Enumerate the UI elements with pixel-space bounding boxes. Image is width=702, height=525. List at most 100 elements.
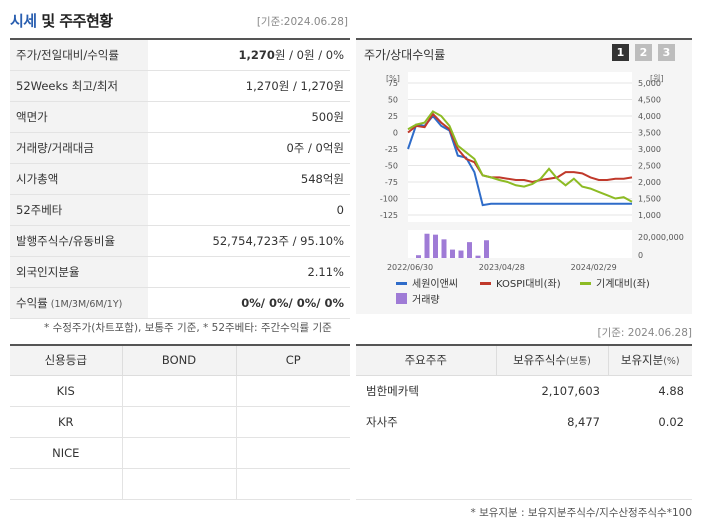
series-line-0 [407,114,632,207]
chart-tab-3[interactable]: 3 [658,44,675,61]
footnote-left: * 수정주가(차트포함), 보통주 기준, * 52주베타: 주간수익률 기준 [44,322,332,334]
volume-bar [416,255,421,258]
legend-label-machinery: 기계대비(좌) [596,278,650,290]
right-tick-label: 1,000 [638,211,661,220]
volume-bar [433,234,438,258]
row-value: 0 [148,194,350,226]
legend-label-kospi: KOSPI대비(좌) [496,278,561,290]
cp-cell [236,375,350,407]
right-tick-label: 1,500 [638,195,661,204]
table-row: KR [10,406,350,438]
row-value: 548억원 [148,163,350,195]
table-row: 52주베타 0 [10,194,350,226]
row-label: 발행주식수/유동비율 [10,225,148,257]
left-tick-label: -25 [385,145,398,154]
column-header: CP [236,345,350,376]
left-tick-label: 75 [388,79,398,88]
bond-cell [122,406,237,438]
left-tick-label: 0 [393,129,398,138]
empty-cell [608,437,692,468]
series-line-2 [407,110,633,203]
shareholder-table: 주요주주 보유주식수(보통) 보유지분(%) 범한메카텍 2,107,603 4… [356,344,692,500]
right-tick-label: 3,500 [638,129,661,138]
footnote-right: * 보유지분 : 보유지분주식수/지수산정주식수*100 [470,507,692,519]
right-axis-unit: [원] [650,74,664,83]
table-row: 시가총액 548억원 [10,163,350,195]
series-line-1 [407,112,633,184]
chart-title: 주가/상대수익률 [364,48,446,62]
row-value: 0%/ 0%/ 0%/ 0% [148,287,350,319]
left-tick-label: 50 [388,96,398,105]
chart-tab-1[interactable]: 1 [612,44,629,61]
right-tick-label: 5,000 [638,79,661,88]
row-label: 거래량/거래대금 [10,132,148,164]
legend-label-company: 세원이앤씨 [412,278,458,290]
row-value: 1,270원 / 0원 / 0% [148,39,350,71]
holder-name: 자사주 [366,414,398,429]
table-row: 주가/전일대비/수익률 1,270원 / 0원 / 0% [10,39,350,71]
chart-tab-2[interactable]: 2 [635,44,652,61]
row-value: 0주 / 0억원 [148,132,350,164]
credit-rating-table: 신용등급 BOND CP KIS KR NICE [10,344,350,500]
series-lines [407,110,633,207]
right-tick-label: 3,000 [638,145,661,154]
base-date: [기준:2024.06.28] [256,16,348,28]
right-axis-ticks: 5,000 4,500 4,000 3,500 3,000 2,500 2,000 1,500… [638,79,661,220]
holder-shares: 2,107,603 [541,383,600,398]
plot-area [408,72,632,222]
price-summary-table: 주가/전일대비/수익률 1,270원 / 0원 / 0% 52Weeks 최고/… [10,38,350,319]
holder-name: 범한메카텍 [366,383,419,398]
legend-swatch-volume [396,293,407,304]
row-value: 2.11% [148,256,350,288]
table-row [356,468,692,500]
row-label: 수익률 (1M/3M/6M/1Y) [10,287,148,319]
column-header-main: 보유주식수 [513,353,566,368]
table-header-row: 주요주주 보유주식수(보통) 보유지분(%) [356,345,692,376]
table-row: NICE [10,437,350,469]
empty-cell [496,437,608,468]
volume-bar [475,255,481,258]
bond-cell [122,375,237,407]
volume-bar [450,249,455,258]
x-tick-label: 2022/06/30 [387,263,433,272]
gridlines [408,82,632,216]
right-tick-label: 4,000 [638,112,661,121]
column-header: BOND [122,345,237,376]
table-row [356,437,692,468]
empty-cell [356,468,496,500]
row-label-main: 수익률 [16,295,48,310]
holder-pct: 0.02 [658,414,684,429]
x-tick-label: 2024/02/29 [571,263,617,272]
agency-cell [10,468,123,500]
agency-cell: NICE [10,437,123,469]
cp-cell [236,437,350,469]
holder-pct: 4.88 [658,383,684,398]
row-value: 52,754,723주 / 95.10% [148,225,350,257]
row-value: 1,270원 / 1,270원 [148,70,350,102]
section-title-rest: 및 주주현황 [36,12,113,30]
column-header: 주요주주 [356,345,497,376]
left-tick-label: -100 [380,195,398,204]
bond-cell [122,468,237,500]
legend-swatch-kospi [480,282,491,285]
row-label: 액면가 [10,101,148,133]
table-row: 외국인지분율 2.11% [10,256,350,288]
column-header: 보유지분(%) [608,345,692,376]
left-tick-label: -50 [385,162,398,171]
column-header-sub: (보통) [566,356,591,368]
volume-bar [484,240,489,258]
left-tick-label: 25 [388,112,398,121]
legend-swatch-company [396,282,407,285]
holder-shares: 8,477 [567,414,600,429]
table-header-row: 신용등급 BOND CP [10,345,350,376]
table-row: 액면가 500원 [10,101,350,133]
x-tick-label: 2023/04/28 [479,263,525,272]
table-row: KIS [10,375,350,407]
row-label: 시가총액 [10,163,148,195]
column-header-sub: (%) [663,356,680,368]
bond-cell [122,437,237,469]
volume-bar [441,239,447,258]
column-header: 신용등급 [10,345,123,376]
volume-bar [424,233,430,258]
left-tick-label: -75 [385,178,398,187]
